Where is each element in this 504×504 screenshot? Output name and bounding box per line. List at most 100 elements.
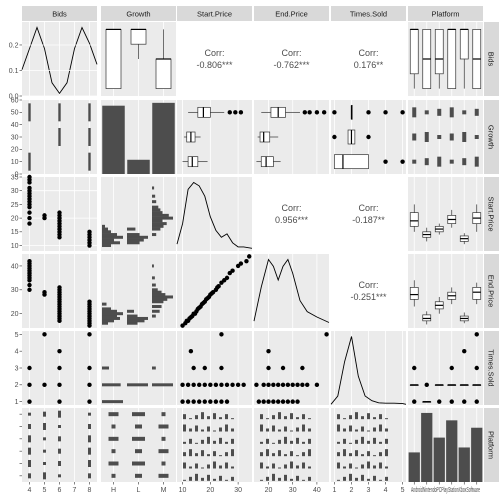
facet-histogram-bar <box>379 462 382 469</box>
data-point <box>271 382 276 388</box>
facet-histogram-bar <box>161 412 166 417</box>
facet-histogram-bar <box>213 478 216 481</box>
row-strip-label: Bids <box>487 52 496 67</box>
facet-histogram-bar <box>337 424 340 432</box>
panel-Times.Sold-Bids <box>22 331 97 405</box>
data-point <box>412 399 417 404</box>
data-point <box>285 382 291 388</box>
box <box>187 156 199 168</box>
data-point <box>27 215 32 221</box>
facet-histogram-bar <box>379 479 382 481</box>
platform-count-bar <box>471 427 483 482</box>
facet-histogram-bar <box>266 449 269 457</box>
facet-histogram-bar <box>127 241 140 245</box>
box <box>260 156 274 168</box>
facet-histogram-bar <box>225 441 228 444</box>
platform-count-bar <box>421 412 433 482</box>
facet-histogram-bar <box>367 461 370 469</box>
facet-histogram-bar <box>58 103 61 122</box>
data-point <box>307 110 312 115</box>
facet-histogram-bar <box>102 233 117 237</box>
data-point <box>366 134 371 140</box>
facet-histogram-bar <box>201 450 204 457</box>
facet-histogram-bar <box>189 438 192 444</box>
facet-histogram-bar <box>111 424 116 429</box>
y-tick-label: 0.1 <box>9 68 19 75</box>
data-point <box>424 382 429 388</box>
facet-histogram-bar <box>127 238 144 242</box>
column-strip-label: End.Price <box>275 10 308 19</box>
data-point <box>57 285 62 290</box>
column-strip <box>22 6 97 21</box>
data-point <box>302 110 308 115</box>
facet-histogram-bar <box>135 449 142 454</box>
row-strip-label: Growth <box>487 125 496 149</box>
data-point <box>202 365 207 371</box>
facet-histogram-bar <box>231 428 234 432</box>
facet-histogram-bar <box>108 436 119 441</box>
facet-histogram-bar <box>449 133 454 141</box>
facet-histogram-bar <box>424 110 429 115</box>
row-strip-label: End.Price <box>487 275 496 308</box>
x-tick-label: M <box>161 487 167 494</box>
panel-Growth-Times.Sold <box>331 100 406 174</box>
data-point <box>219 365 224 371</box>
facet-histogram-bar <box>195 442 198 444</box>
facet-histogram-bar <box>132 412 145 417</box>
facet-histogram-bar <box>225 452 228 457</box>
data-point <box>256 399 262 404</box>
facet-histogram-bar <box>28 473 31 479</box>
facet-histogram-bar <box>225 479 228 481</box>
x-tick-label: 3 <box>367 487 371 494</box>
facet-histogram-bar <box>266 428 269 432</box>
facet-histogram-bar <box>195 425 198 432</box>
row-strip <box>484 331 499 405</box>
facet-histogram-bar <box>28 447 31 455</box>
data-point <box>224 399 230 404</box>
row-strip-label: Start.Price <box>487 196 496 231</box>
facet-histogram-bar <box>367 430 370 432</box>
facet-histogram-bar <box>152 216 173 220</box>
facet-histogram-bar <box>284 464 287 469</box>
facet-histogram-bar <box>219 455 222 457</box>
y-tick-label: 0.0 <box>9 93 19 100</box>
data-point <box>321 110 327 115</box>
y-tick-label: 30 <box>11 188 19 195</box>
panel-background <box>254 331 329 405</box>
facet-histogram-bar <box>361 464 364 469</box>
panel-background <box>331 177 406 251</box>
facet-histogram-bar <box>231 438 234 444</box>
correlation-label: Corr: <box>359 280 379 290</box>
facet-histogram-bar <box>361 454 364 457</box>
y-tick-label: 20 <box>11 147 19 154</box>
y-tick-label: 10 <box>11 243 19 250</box>
facet-histogram-bar <box>127 227 136 231</box>
facet-histogram-bar <box>424 158 429 166</box>
facet-histogram-bar <box>349 425 352 432</box>
density-line <box>176 181 253 249</box>
facet-histogram-bar <box>201 439 204 444</box>
panel-Platform-Platform <box>408 408 483 482</box>
facet-histogram-bar <box>127 309 134 313</box>
facet-histogram-bar <box>102 319 114 323</box>
facet-histogram-bar <box>127 235 148 239</box>
facet-histogram-bar <box>102 314 117 318</box>
data-point <box>266 399 271 404</box>
facet-histogram-bar <box>379 424 382 432</box>
data-point <box>219 382 224 388</box>
facet-histogram-bar <box>272 415 275 420</box>
data-point <box>27 282 32 288</box>
row-strip-label: Platform <box>487 431 496 459</box>
data-point <box>332 110 337 115</box>
data-point <box>27 365 32 371</box>
facet-histogram-bar <box>231 466 234 469</box>
facet-histogram-bar <box>449 159 454 164</box>
facet-histogram-bar <box>43 411 46 417</box>
facet-histogram-bar <box>152 383 173 387</box>
facet-histogram-bar <box>343 466 346 469</box>
data-point <box>87 365 92 371</box>
facet-histogram-bar <box>111 473 116 478</box>
panel-background <box>408 22 483 96</box>
facet-histogram-bar <box>88 412 91 416</box>
panel-background <box>254 22 329 96</box>
